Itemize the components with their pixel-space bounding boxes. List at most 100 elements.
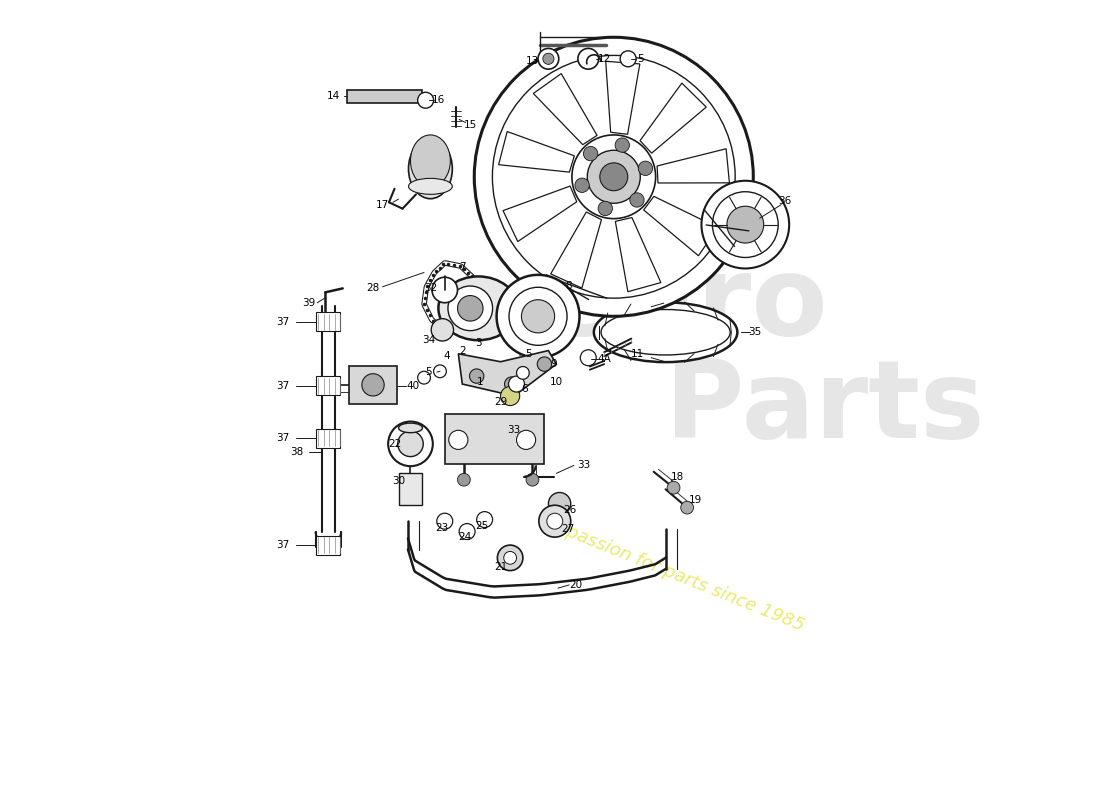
Circle shape xyxy=(433,365,447,378)
Bar xyxy=(317,535,340,554)
Circle shape xyxy=(493,55,735,298)
Text: 35: 35 xyxy=(748,327,761,338)
Text: 4: 4 xyxy=(443,351,450,361)
Text: 7: 7 xyxy=(459,262,465,272)
Text: 40: 40 xyxy=(406,381,419,390)
Text: euro: euro xyxy=(542,251,828,358)
Circle shape xyxy=(474,38,754,316)
Circle shape xyxy=(448,286,493,330)
Circle shape xyxy=(517,430,536,450)
Text: 12: 12 xyxy=(597,54,611,64)
Ellipse shape xyxy=(601,310,730,355)
Circle shape xyxy=(537,357,551,371)
Polygon shape xyxy=(644,196,718,256)
Text: 37: 37 xyxy=(276,540,289,550)
Text: 22: 22 xyxy=(388,439,401,449)
Circle shape xyxy=(496,275,580,358)
Text: 3: 3 xyxy=(475,338,482,347)
Text: 26: 26 xyxy=(563,505,576,515)
Circle shape xyxy=(587,150,640,203)
Circle shape xyxy=(668,482,680,494)
Bar xyxy=(398,474,422,506)
Text: 36: 36 xyxy=(779,196,792,206)
Text: 4A: 4A xyxy=(597,354,612,363)
Circle shape xyxy=(681,502,693,514)
Text: 8: 8 xyxy=(565,281,572,291)
Polygon shape xyxy=(459,350,557,396)
Circle shape xyxy=(521,300,554,333)
Text: 33: 33 xyxy=(576,460,590,470)
Text: 10: 10 xyxy=(550,378,563,387)
Text: 23: 23 xyxy=(436,522,449,533)
Text: 38: 38 xyxy=(290,447,304,457)
Circle shape xyxy=(702,181,789,269)
Circle shape xyxy=(508,376,525,392)
Circle shape xyxy=(497,545,522,570)
Text: 21: 21 xyxy=(494,562,507,573)
Circle shape xyxy=(727,206,763,243)
Text: 6: 6 xyxy=(521,384,528,394)
Circle shape xyxy=(504,551,517,564)
Text: 5: 5 xyxy=(638,54,645,64)
Circle shape xyxy=(432,278,458,302)
Circle shape xyxy=(620,51,636,66)
Bar xyxy=(349,366,397,404)
Circle shape xyxy=(578,49,598,69)
Text: 37: 37 xyxy=(276,434,289,443)
Circle shape xyxy=(583,146,597,161)
Circle shape xyxy=(630,193,645,207)
Text: 25: 25 xyxy=(475,521,488,531)
Circle shape xyxy=(615,138,629,152)
Ellipse shape xyxy=(594,302,737,362)
Text: 32: 32 xyxy=(424,283,437,294)
Text: 16: 16 xyxy=(432,95,446,106)
Circle shape xyxy=(437,514,453,529)
Polygon shape xyxy=(657,149,729,183)
Text: 5: 5 xyxy=(426,367,432,377)
Text: 5: 5 xyxy=(525,349,531,358)
Circle shape xyxy=(542,54,554,64)
Polygon shape xyxy=(498,131,574,172)
Text: Parts: Parts xyxy=(666,355,984,461)
Ellipse shape xyxy=(410,135,450,186)
Text: 29: 29 xyxy=(494,397,507,406)
Circle shape xyxy=(398,431,424,457)
Bar xyxy=(444,414,544,464)
Polygon shape xyxy=(534,74,597,145)
Polygon shape xyxy=(640,83,706,153)
Text: 39: 39 xyxy=(302,298,316,308)
Text: 9: 9 xyxy=(551,359,558,369)
Ellipse shape xyxy=(439,277,518,340)
Bar xyxy=(317,376,340,395)
Text: 11: 11 xyxy=(631,349,645,358)
Ellipse shape xyxy=(398,423,422,433)
Text: a passion for parts since 1985: a passion for parts since 1985 xyxy=(548,516,807,634)
Text: 28: 28 xyxy=(366,283,379,294)
Text: 33: 33 xyxy=(507,426,520,435)
Circle shape xyxy=(459,523,475,539)
Circle shape xyxy=(476,512,493,527)
Text: 24: 24 xyxy=(458,532,471,542)
Text: 14: 14 xyxy=(327,91,340,102)
Text: 30: 30 xyxy=(392,476,405,486)
Circle shape xyxy=(509,287,568,346)
Polygon shape xyxy=(551,212,602,288)
Polygon shape xyxy=(503,186,576,242)
Circle shape xyxy=(526,474,539,486)
Text: 20: 20 xyxy=(569,580,582,590)
Text: 37: 37 xyxy=(276,317,289,327)
Circle shape xyxy=(431,318,453,341)
Circle shape xyxy=(538,49,559,69)
Bar xyxy=(346,90,422,102)
Circle shape xyxy=(500,386,519,406)
Polygon shape xyxy=(606,62,640,134)
Circle shape xyxy=(539,506,571,537)
Circle shape xyxy=(517,366,529,379)
Ellipse shape xyxy=(408,178,452,194)
Circle shape xyxy=(600,163,628,190)
Circle shape xyxy=(458,474,471,486)
Circle shape xyxy=(362,374,384,396)
Circle shape xyxy=(572,135,656,218)
Text: 13: 13 xyxy=(526,56,539,66)
Text: 18: 18 xyxy=(671,471,684,482)
